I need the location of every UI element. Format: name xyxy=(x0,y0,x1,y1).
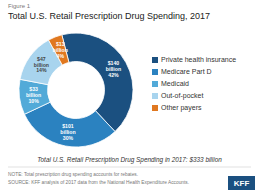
legend-entry: Medicaid xyxy=(161,80,189,87)
chart: Figure 1 Total U.S. Retail Prescription D… xyxy=(0,0,259,194)
legend-swatch xyxy=(152,57,158,63)
subtitle: Total U.S. Retail Prescription Drug Spen… xyxy=(37,156,222,164)
slice xyxy=(24,102,115,147)
slice xyxy=(49,35,69,65)
legend-swatch xyxy=(152,105,158,111)
legend-entry: Out-of-pocket xyxy=(161,92,203,100)
logo: KFF xyxy=(234,179,250,188)
donut xyxy=(19,33,133,147)
separator xyxy=(8,167,251,168)
data-label: $13billion4% xyxy=(53,41,68,59)
legend-entry: Medicare Part D xyxy=(161,68,212,75)
title: Total U.S. Retail Prescription Drug Spen… xyxy=(8,11,210,21)
legend: Private health insurance Medicare Part D M… xyxy=(152,56,236,112)
legend-entry: Other payers xyxy=(161,104,202,112)
source: SOURCE: KFF analysis of 2017 data from t… xyxy=(8,180,189,185)
data-label: $101billion30% xyxy=(60,123,75,141)
data-label: $140billion42% xyxy=(106,60,121,78)
figure-label: Figure 1 xyxy=(8,3,31,9)
note: NOTE: Total prescription drug spending a… xyxy=(8,172,138,177)
logo-box xyxy=(228,176,255,190)
legend-swatch xyxy=(152,81,158,87)
data-label: $33billion10% xyxy=(26,86,41,104)
data-labels: $140billion42% $101billion30% $33billion10… xyxy=(26,41,121,140)
legend-swatch xyxy=(152,69,158,75)
data-label: $47billion14% xyxy=(34,56,49,74)
legend-entry: Private health insurance xyxy=(161,56,236,63)
legend-swatch xyxy=(152,93,158,99)
